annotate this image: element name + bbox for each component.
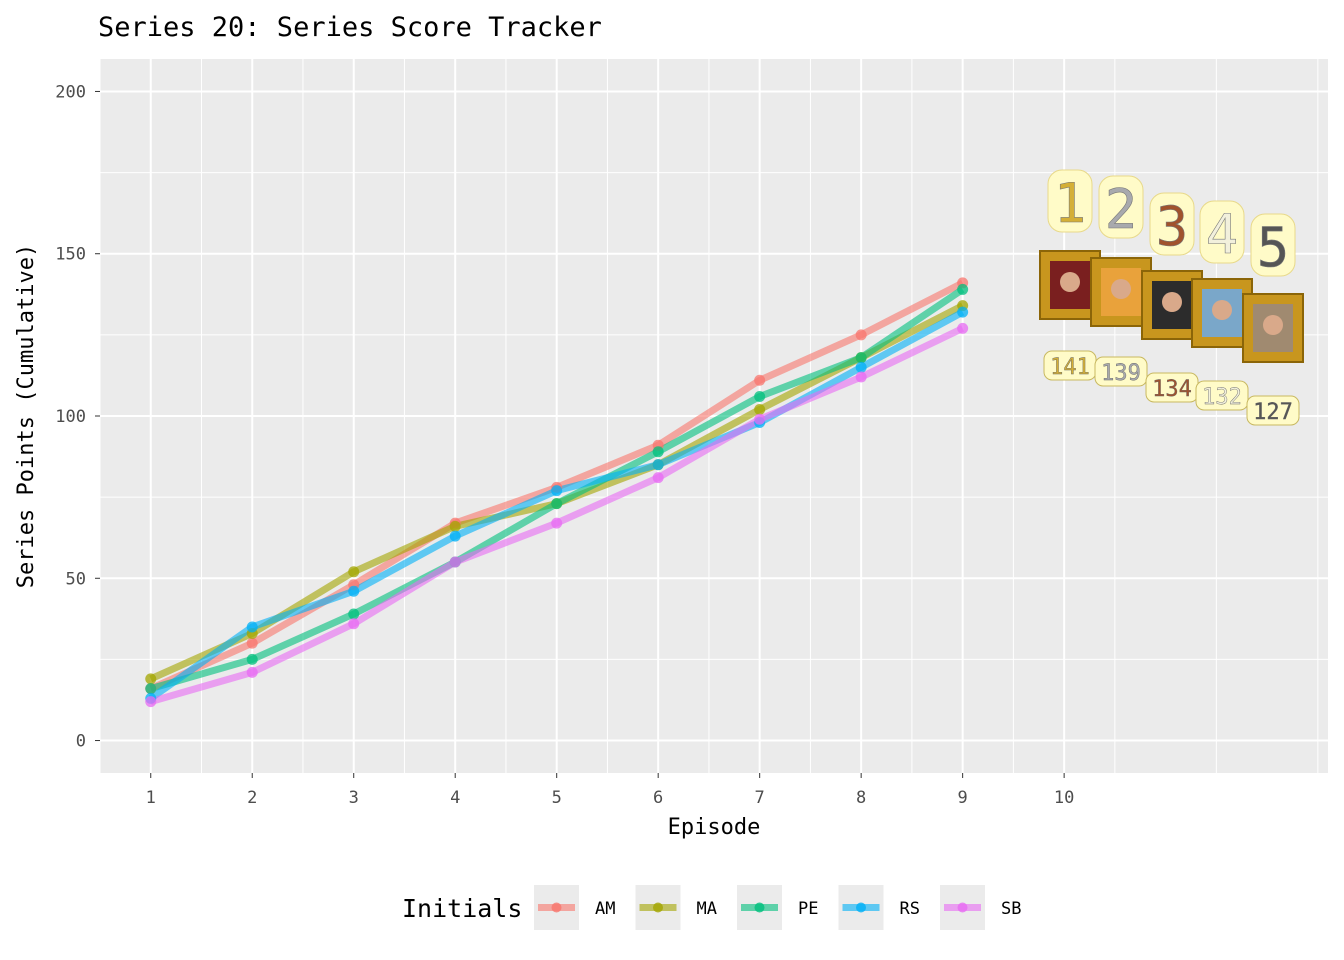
x-tick-label: 6	[653, 788, 663, 808]
series-points	[145, 277, 969, 708]
legend-point-swatch	[653, 902, 663, 913]
legend-label: MA	[697, 899, 717, 919]
final-score: 127	[1253, 400, 1293, 425]
gridlines	[99, 59, 1328, 773]
data-point-rs	[551, 485, 563, 497]
y-tick-label: 150	[55, 245, 86, 265]
data-point-am	[246, 637, 258, 649]
x-tick-label: 8	[856, 788, 866, 808]
data-point-am	[754, 374, 766, 386]
portrait-face	[1212, 300, 1232, 320]
rank-entry: 5 127	[1242, 213, 1304, 426]
legend-label: SB	[1001, 899, 1021, 919]
rank-entry: 2 139	[1090, 175, 1152, 387]
y-axis-label: Series Points (Cumulative)	[14, 244, 39, 588]
data-point-sb	[449, 556, 461, 568]
legend-title: Initials	[402, 894, 522, 923]
data-point-ma	[145, 673, 157, 685]
rank-number: 3	[1156, 195, 1189, 258]
x-tick-label: 4	[450, 788, 460, 808]
x-tick-label: 1	[146, 788, 156, 808]
rank-number: 4	[1206, 203, 1239, 266]
x-tick-label: 5	[552, 788, 562, 808]
data-point-sb	[754, 413, 766, 425]
rank-badge	[1250, 213, 1296, 277]
legend-point-swatch	[957, 902, 968, 913]
data-point-rs	[449, 530, 461, 542]
x-tick-label: 10	[1054, 788, 1074, 808]
data-point-am	[855, 329, 867, 341]
x-tick-label: 9	[958, 788, 968, 808]
data-point-pe	[246, 653, 258, 665]
data-point-pe	[348, 608, 360, 620]
data-point-pe	[145, 683, 157, 695]
data-point-rs	[652, 459, 664, 471]
rank-entry: 4 132	[1191, 200, 1253, 411]
data-point-rs	[855, 361, 867, 373]
y-tick-label: 50	[66, 569, 86, 589]
legend-label: RS	[900, 899, 920, 919]
data-point-pe	[652, 446, 664, 458]
x-axis-label: Episode	[668, 815, 761, 840]
legend-item-am: AM	[534, 885, 615, 930]
data-point-rs	[957, 306, 969, 318]
score-badge	[1246, 395, 1300, 426]
rank-number: 1	[1054, 172, 1087, 235]
rank-number: 5	[1257, 216, 1290, 279]
x-tick-label: 3	[349, 788, 359, 808]
legend-label: PE	[798, 899, 818, 919]
portrait-face	[1111, 279, 1131, 299]
rank-badge	[1047, 169, 1093, 233]
legend-item-pe: PE	[737, 885, 818, 930]
final-score: 139	[1101, 361, 1141, 386]
legend-point-swatch	[551, 902, 562, 913]
data-point-rs	[246, 621, 258, 633]
rank-number: 2	[1105, 178, 1138, 241]
final-score: 134	[1152, 377, 1192, 402]
legend-item-sb: SB	[940, 885, 1021, 930]
score-badge	[1094, 356, 1148, 387]
data-point-ma	[449, 520, 461, 532]
y-tick-label: 0	[76, 732, 86, 752]
data-point-sb	[348, 618, 360, 630]
rank-badge	[1149, 192, 1195, 256]
data-point-pe	[957, 283, 969, 295]
final-score: 132	[1202, 385, 1242, 410]
final-score: 141	[1050, 355, 1090, 380]
rank-badge	[1098, 175, 1144, 239]
data-point-pe	[855, 352, 867, 364]
data-point-sb	[957, 322, 969, 334]
rank-entry: 1 141	[1039, 169, 1101, 381]
data-point-sb	[652, 472, 664, 484]
data-point-rs	[348, 585, 360, 597]
rank-badge	[1199, 200, 1245, 264]
data-point-ma	[348, 566, 360, 578]
legend-point-swatch	[856, 902, 866, 913]
data-point-pe	[551, 498, 563, 510]
data-point-sb	[145, 696, 157, 708]
score-badge	[1195, 380, 1249, 411]
legend-point-swatch	[754, 902, 765, 913]
portrait-face	[1263, 315, 1283, 335]
portrait-face	[1162, 292, 1182, 312]
data-point-sb	[246, 666, 258, 678]
chart-title: Series 20: Series Score Tracker	[98, 12, 602, 43]
x-tick-label: 2	[247, 788, 257, 808]
y-tick-label: 200	[55, 82, 86, 102]
data-point-sb	[855, 371, 867, 383]
legend-item-ma: MA	[635, 885, 717, 930]
legend-item-rs: RS	[838, 885, 920, 930]
data-point-sb	[551, 517, 563, 529]
legend-label: AM	[595, 899, 615, 919]
legend: Initials AM MA PE RS SB	[402, 885, 1021, 930]
rank-annotations: 1 141 2 139 3 134 4 132 5 127	[1039, 169, 1304, 426]
portrait-face	[1060, 272, 1080, 292]
data-point-ma	[754, 404, 766, 416]
data-point-pe	[754, 391, 766, 403]
x-tick-label: 7	[755, 788, 765, 808]
y-tick-label: 100	[55, 407, 86, 427]
